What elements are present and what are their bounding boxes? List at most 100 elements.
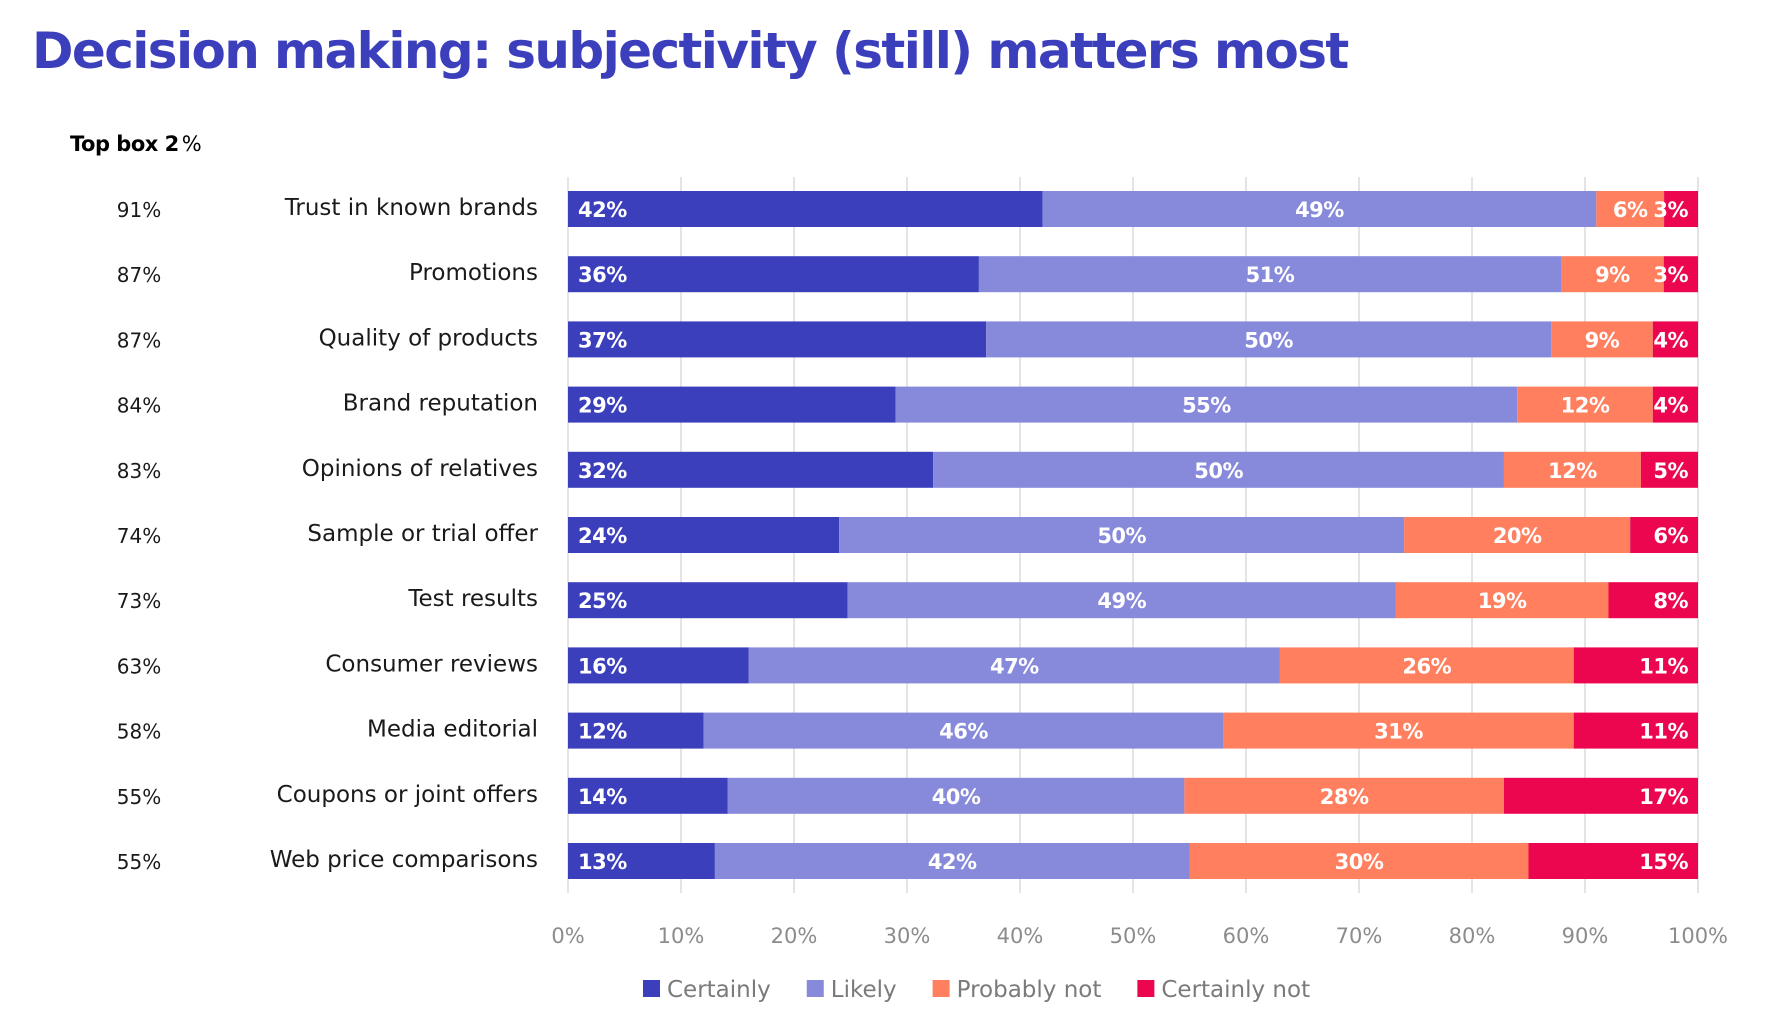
top-box-value: 58% <box>117 720 161 744</box>
data-label: 3% <box>1653 198 1688 222</box>
category-label: Brand reputation <box>343 391 538 417</box>
data-label: 36% <box>578 263 627 287</box>
bar-segment-certainly <box>568 517 840 553</box>
bar-segment-certainly <box>568 582 848 619</box>
legend-swatch-icon <box>806 980 824 997</box>
bar-segment-certainly <box>568 386 896 423</box>
bar-segment-probably-not <box>1184 777 1504 814</box>
x-tick-label: 60% <box>1223 924 1270 948</box>
data-label: 49% <box>1295 198 1344 222</box>
bar-segment-certainly-not <box>1608 582 1698 619</box>
data-label: 50% <box>1097 524 1146 548</box>
legend-label: Probably not <box>957 977 1102 1003</box>
data-label: 25% <box>578 589 627 613</box>
x-tick-label: 20% <box>771 924 818 948</box>
category-label: Consumer reviews <box>325 651 538 677</box>
bar-segment-certainly <box>568 843 715 879</box>
bar-segment-likely <box>714 843 1190 879</box>
legend-label: Likely <box>831 977 897 1003</box>
data-label: 5% <box>1653 459 1688 483</box>
bar-segment-probably-not <box>1517 386 1653 423</box>
top-box-value: 91% <box>117 198 161 222</box>
legend-swatch-icon <box>643 980 660 997</box>
legend-item: Certainly not <box>1137 977 1310 1003</box>
bar-segment-certainly <box>568 256 979 293</box>
x-tick-label: 70% <box>1336 924 1383 948</box>
row-labels: Trust in known brands 91% Promotions 87% Qua… <box>117 195 539 874</box>
top-box-value: 55% <box>117 850 161 874</box>
x-tick-label: 40% <box>997 924 1044 948</box>
bar-segment-certainly <box>568 321 987 358</box>
legend-item: Certainly <box>643 977 771 1003</box>
bar-segment-certainly <box>568 451 934 488</box>
data-label: 8% <box>1653 589 1688 613</box>
bar-segment-certainly-not <box>1652 321 1698 358</box>
top-box-label: Top box 2 <box>70 132 179 156</box>
bar-segment-certainly-not <box>1503 777 1698 814</box>
data-label: 4% <box>1653 328 1688 352</box>
legend-item: Likely <box>806 977 897 1003</box>
data-label: 51% <box>1246 263 1295 287</box>
data-label: 30% <box>1335 850 1384 874</box>
bar-segment-certainly-not <box>1652 386 1698 423</box>
bar-segment-likely <box>986 321 1552 358</box>
legend-item: Probably not <box>932 977 1102 1003</box>
bar-segment-certainly-not <box>1573 712 1698 749</box>
category-label: Test results <box>407 586 538 612</box>
top-box-value: 74% <box>117 524 161 548</box>
data-label: 29% <box>578 394 627 418</box>
bar-segment-likely <box>727 777 1185 814</box>
bar-segment-certainly <box>568 191 1043 227</box>
bar-segment-likely <box>895 386 1518 423</box>
data-label: 6% <box>1653 524 1688 548</box>
bar-segment-probably-not <box>1223 712 1574 749</box>
data-label: 11% <box>1639 720 1688 744</box>
data-label: 11% <box>1639 654 1688 678</box>
x-tick-label: 80% <box>1449 924 1496 948</box>
data-label: 50% <box>1244 328 1293 352</box>
data-label: 13% <box>578 850 627 874</box>
data-label: 42% <box>928 850 977 874</box>
data-label: 31% <box>1374 720 1423 744</box>
x-tick-label: 100% <box>1668 924 1728 948</box>
legend-label: Certainly not <box>1161 977 1310 1003</box>
data-label: 12% <box>578 720 627 744</box>
data-label: 16% <box>578 654 627 678</box>
data-label: 49% <box>1097 589 1146 613</box>
top-box-header: Top box 2% <box>70 132 202 156</box>
data-label: 12% <box>1548 459 1597 483</box>
data-label: 32% <box>578 459 627 483</box>
data-label: 17% <box>1639 785 1688 809</box>
bar-segment-certainly <box>568 647 749 684</box>
bar-segment-likely <box>1042 191 1597 227</box>
data-label: 14% <box>578 785 627 809</box>
data-label: 28% <box>1320 785 1369 809</box>
category-label: Web price comparisons <box>270 847 538 873</box>
bar-segment-probably-not <box>1189 843 1529 879</box>
top-box-value: 63% <box>117 654 161 678</box>
chart-title: Decision making: subjectivity (still) ma… <box>32 22 1349 80</box>
data-label: 9% <box>1595 263 1630 287</box>
top-box-value: 55% <box>117 785 161 809</box>
data-label: 40% <box>932 785 981 809</box>
legend-swatch-icon <box>1137 980 1155 997</box>
data-label: 9% <box>1585 328 1620 352</box>
category-label: Promotions <box>409 260 538 286</box>
category-label: Quality of products <box>319 325 538 351</box>
bar-segment-certainly <box>568 777 728 814</box>
legend-label: Certainly <box>667 977 771 1003</box>
bar-segment-likely <box>703 712 1224 749</box>
data-label: 26% <box>1402 654 1451 678</box>
legend-swatch-icon <box>932 980 950 997</box>
bar-segment-probably-not <box>1596 191 1665 227</box>
data-label: 47% <box>990 654 1039 678</box>
bar-segment-likely <box>933 451 1504 488</box>
bar-segment-certainly-not <box>1664 191 1698 227</box>
data-label: 19% <box>1478 589 1527 613</box>
x-axis-ticks: 0% 10% 20% 30% 40% 50% 60% 70% 80% 90% 100% <box>551 924 1728 948</box>
top-box-value: 84% <box>117 394 161 418</box>
category-label: Sample or trial offer <box>307 521 538 547</box>
top-box-value: 73% <box>117 589 161 613</box>
data-label: 37% <box>578 328 627 352</box>
